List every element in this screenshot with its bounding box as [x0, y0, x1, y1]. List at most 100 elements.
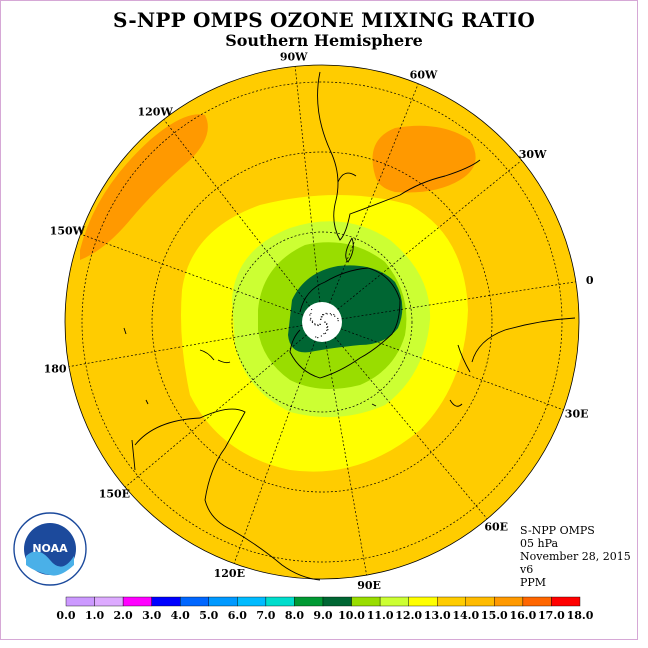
- longitude-label: 30E: [565, 407, 589, 420]
- pole-dot: [320, 335, 322, 337]
- coast-australia: [131, 408, 321, 581]
- colorbar-swatch: [65, 596, 95, 607]
- colorbar-tick: 2.0: [114, 609, 133, 622]
- longitude-label: 30W: [519, 148, 547, 161]
- latitude-circle: [231, 231, 413, 413]
- colorbar-tick: 1.0: [85, 609, 104, 622]
- field-14-15-west: [80, 114, 208, 261]
- pole-dot: [309, 314, 311, 316]
- meridian-line: [124, 334, 307, 488]
- pole-dot: [327, 329, 329, 331]
- longitude-label: 180: [44, 362, 67, 375]
- pole-dot: [326, 329, 328, 331]
- colorbar-tick: 13.0: [424, 609, 451, 622]
- coast-antarctica: [289, 237, 401, 379]
- pole-dot: [326, 326, 328, 329]
- polar-gap: [302, 302, 342, 342]
- colorbar-tick: 3.0: [142, 609, 161, 622]
- meridian-line: [340, 328, 564, 411]
- latitude-circle: [81, 81, 563, 563]
- info-pressure: 05 hPa: [520, 537, 559, 550]
- meridian-line: [329, 83, 419, 304]
- longitude-label: 90E: [357, 579, 381, 592]
- colorbar-tick: 12.0: [395, 609, 422, 622]
- pole-dot: [330, 314, 333, 316]
- colorbar-swatch: [294, 596, 324, 607]
- product-info: S-NPP OMPS 05 hPa November 28, 2015 v6 P…: [520, 524, 631, 589]
- coast-islands: [123, 327, 377, 407]
- colorbar-swatch: [151, 596, 181, 607]
- pole-dot: [311, 308, 313, 311]
- colorbar-swatch: [322, 596, 352, 607]
- pole-dot: [324, 332, 327, 334]
- latitude-circle: [151, 151, 493, 493]
- colorbar-swatch: [408, 596, 438, 607]
- pole-dot: [310, 317, 312, 320]
- page-subtitle: Southern Hemisphere: [225, 31, 423, 50]
- longitude-label: 150E: [99, 488, 130, 501]
- pole-dot: [322, 314, 324, 316]
- coast-new-zealand: [199, 349, 231, 364]
- colorbar-swatch: [351, 596, 381, 607]
- info-version: v6: [520, 563, 534, 576]
- colorbar-swatch: [180, 596, 209, 607]
- pole-dot: [337, 320, 339, 322]
- pole-dot: [337, 317, 339, 320]
- longitude-label: 90W: [280, 50, 308, 63]
- longitude-label: 120W: [137, 106, 173, 119]
- pole-dot: [329, 313, 331, 315]
- meridian-line: [294, 66, 321, 303]
- meridian-line: [341, 281, 576, 320]
- meridian-line: [337, 159, 522, 310]
- graticule: [68, 66, 576, 576]
- meridian-line: [80, 233, 304, 316]
- colorbar: 0.0 1.0 2.0 3.0 4.0 5.0 6.0 7.0 8.0 9.0 10.0 11.0 12…: [56, 596, 594, 622]
- colorbar-tick: 15.0: [481, 609, 508, 622]
- pole-dot: [319, 323, 321, 325]
- pole-dot: [317, 337, 319, 339]
- pole-dot: [310, 312, 312, 315]
- colorbar-swatch: [265, 596, 295, 607]
- colorbar-swatch: [494, 596, 524, 607]
- coast-south-america: [317, 71, 481, 241]
- colorbar-tick: 17.0: [538, 609, 565, 622]
- colorbar-tick: 6.0: [228, 609, 247, 622]
- coastlines: [123, 71, 576, 581]
- pole-dot: [311, 321, 314, 323]
- colorbar-swatch: [208, 596, 238, 607]
- meridian-line: [233, 340, 316, 564]
- meridian-line: [334, 337, 488, 520]
- info-instrument: S-NPP OMPS: [520, 524, 595, 537]
- colorbar-tick: 5.0: [199, 609, 218, 622]
- pole-dot: [324, 321, 326, 324]
- page-frame: [0, 0, 638, 640]
- colorbar-tick: 18.0: [567, 609, 594, 622]
- colorbar-tick: 9.0: [313, 609, 332, 622]
- info-units: PPM: [520, 576, 547, 589]
- pole-dot: [325, 312, 327, 314]
- colorbar-tick: 0.0: [56, 609, 75, 622]
- colorbar-swatch: [237, 596, 267, 607]
- colorbar-swatch: [522, 596, 552, 607]
- pole-dot: [326, 323, 328, 326]
- colorbar-tick: 11.0: [367, 609, 394, 622]
- meridian-line: [325, 341, 367, 576]
- noaa-logo-text: NOAA: [32, 542, 68, 555]
- colorbar-tick: 14.0: [452, 609, 479, 622]
- colorbar-swatch: [379, 596, 409, 607]
- colorbar-tick: 8.0: [285, 609, 304, 622]
- pole-dot: [333, 313, 335, 316]
- longitude-label: 150W: [50, 225, 86, 238]
- pole-dot: [326, 313, 328, 315]
- colorbar-tick: 7.0: [256, 609, 275, 622]
- pole-dot: [314, 324, 316, 326]
- pole-dot: [334, 315, 336, 317]
- longitude-label: 60W: [410, 68, 438, 81]
- longitude-label: 60E: [484, 521, 508, 534]
- pole-dot: [323, 314, 325, 316]
- longitude-label: 0: [586, 274, 594, 287]
- info-date: November 28, 2015: [520, 550, 631, 563]
- pole-dot: [317, 324, 319, 326]
- field-14-15-east: [372, 125, 476, 193]
